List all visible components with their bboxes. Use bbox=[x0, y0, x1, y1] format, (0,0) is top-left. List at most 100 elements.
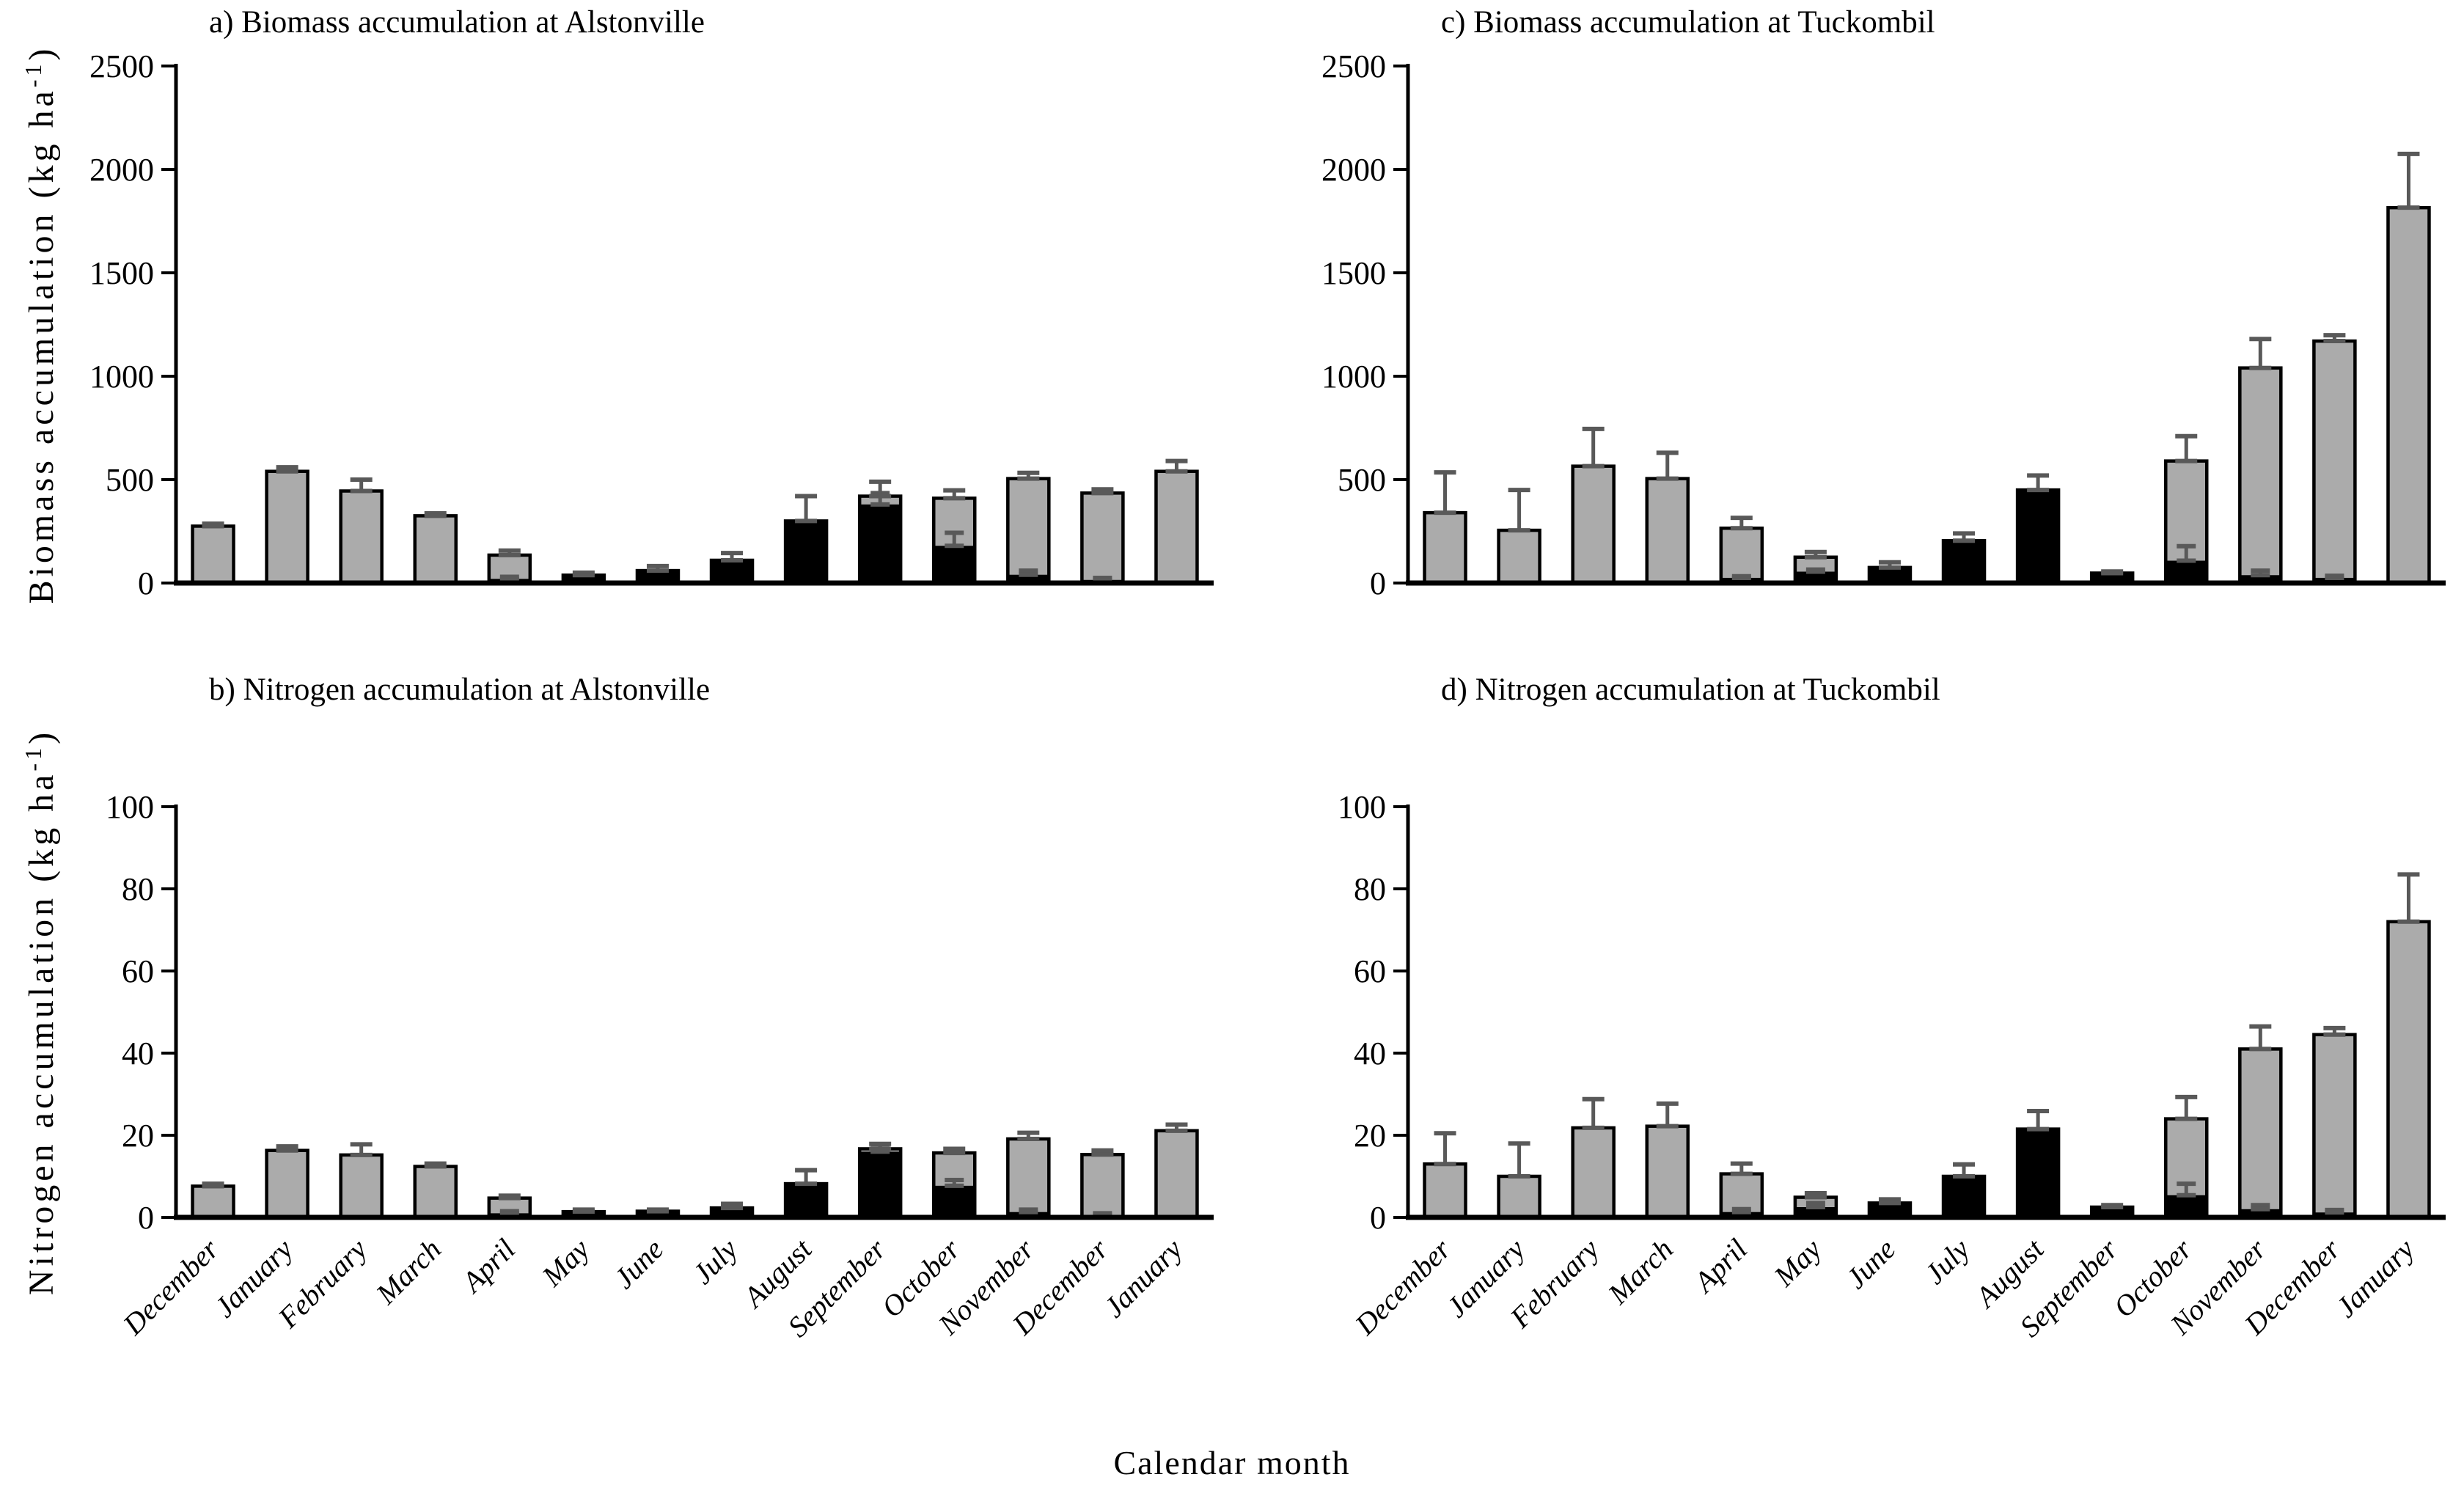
black-segment bbox=[637, 1211, 678, 1217]
x-tick-label: December bbox=[1348, 1232, 1457, 1341]
bar-march-3 bbox=[413, 510, 458, 585]
y-tick-label: 0 bbox=[1370, 1200, 1386, 1236]
grey-segment bbox=[1082, 493, 1123, 583]
black-segment bbox=[1720, 577, 1762, 583]
panel-d-nitrogen-tuckombil: d) Nitrogen accumulation at Tuckombil 0 20… bbox=[1338, 672, 2446, 1344]
x-tick-label: March bbox=[1601, 1233, 1679, 1311]
black-segment bbox=[785, 1184, 827, 1217]
y-tick-label: 1500 bbox=[89, 255, 154, 291]
grey-segment bbox=[192, 526, 234, 583]
grey-segment bbox=[1720, 528, 1762, 583]
grey-segment bbox=[2314, 341, 2355, 583]
grey-segment bbox=[1156, 1130, 1198, 1217]
y-tick-label: 100 bbox=[1338, 789, 1386, 825]
bar-august-8 bbox=[2015, 473, 2061, 585]
panel-title: b) Nitrogen accumulation at Alstonville bbox=[209, 672, 710, 707]
black-segment bbox=[1869, 1203, 1910, 1217]
bar-october-10 bbox=[2164, 433, 2209, 585]
black-segment bbox=[1008, 574, 1049, 583]
bar-december-12 bbox=[1080, 487, 1125, 585]
bar-october-10 bbox=[2164, 1094, 2209, 1220]
bar-december-0 bbox=[191, 521, 235, 585]
y-tick-label: 1500 bbox=[1321, 255, 1386, 291]
grey-segment bbox=[2388, 208, 2430, 583]
y-axis-title: Nitrogen accumulation (kg ha-1) bbox=[20, 729, 61, 1295]
grey-segment bbox=[2240, 367, 2281, 583]
x-tick-label: July bbox=[1918, 1232, 1976, 1290]
bar-january-13 bbox=[1154, 458, 1199, 585]
black-segment bbox=[2240, 1209, 2281, 1217]
grey-segment bbox=[414, 516, 456, 583]
y-tick-label: 100 bbox=[106, 789, 154, 825]
bar-june-6 bbox=[635, 1207, 681, 1220]
bar-december-0 bbox=[1423, 470, 1467, 585]
x-tick-label: December bbox=[116, 1232, 225, 1341]
bar-april-4 bbox=[487, 1193, 532, 1220]
black-segment bbox=[859, 504, 901, 583]
grey-segment bbox=[1156, 471, 1198, 583]
bar-july-7 bbox=[1941, 1162, 1987, 1220]
bar-december-12 bbox=[1080, 1148, 1125, 1220]
bar-december-12 bbox=[2312, 333, 2357, 585]
x-axis-label-row: Calendar month bbox=[0, 1426, 2464, 1499]
grey-segment bbox=[266, 471, 308, 583]
y-tick-label: 1000 bbox=[1321, 359, 1386, 395]
x-tick-label: January bbox=[2329, 1232, 2421, 1324]
black-segment bbox=[1720, 1212, 1762, 1217]
y-tick-label: 40 bbox=[1354, 1036, 1386, 1071]
bar-january-13 bbox=[2386, 872, 2431, 1220]
bar-december-12 bbox=[2312, 1025, 2357, 1220]
bar-september-9 bbox=[857, 479, 903, 585]
grey-segment bbox=[1082, 1154, 1123, 1217]
bar-august-8 bbox=[783, 494, 829, 585]
x-tick-label: January bbox=[1097, 1232, 1189, 1324]
panel-title: c) Biomass accumulation at Tuckombil bbox=[1441, 5, 1935, 40]
black-segment bbox=[859, 1151, 901, 1217]
grey-segment bbox=[192, 1186, 234, 1217]
bar-april-4 bbox=[1719, 1161, 1764, 1220]
y-tick-label: 60 bbox=[1354, 953, 1386, 989]
bar-july-7 bbox=[709, 551, 755, 585]
black-segment bbox=[2240, 575, 2281, 583]
bar-january-1 bbox=[265, 1144, 309, 1220]
y-tick-label: 2000 bbox=[1321, 152, 1386, 188]
y-tick-label: 2500 bbox=[1321, 48, 1386, 84]
bar-february-2 bbox=[339, 477, 384, 585]
bar-march-3 bbox=[1645, 450, 1690, 585]
bar-december-0 bbox=[1423, 1131, 1467, 1220]
black-segment bbox=[562, 575, 604, 583]
y-tick-label: 2000 bbox=[89, 152, 154, 188]
y-tick-label: 0 bbox=[138, 565, 154, 601]
black-segment bbox=[562, 1212, 604, 1217]
y-tick-label: 80 bbox=[122, 871, 154, 907]
black-segment bbox=[1943, 1176, 1985, 1217]
grey-segment bbox=[414, 1166, 456, 1217]
panel-a-biomass-alstonville: a) Biomass accumulation at Alstonville Bi… bbox=[20, 5, 1214, 604]
black-segment bbox=[2166, 560, 2207, 583]
bar-january-1 bbox=[265, 465, 309, 585]
grey-segment bbox=[1424, 513, 1466, 583]
grey-segment bbox=[1572, 466, 1614, 583]
x-tick-label: June bbox=[1839, 1233, 1902, 1295]
y-tick-label: 20 bbox=[122, 1118, 154, 1154]
y-tick-label: 1000 bbox=[89, 359, 154, 395]
black-segment bbox=[711, 560, 753, 583]
panel-b-nitrogen-alstonville: b) Nitrogen accumulation at Alstonville N… bbox=[20, 672, 1214, 1344]
bar-october-10 bbox=[932, 1146, 977, 1220]
bar-april-4 bbox=[1719, 516, 1764, 585]
black-segment bbox=[1794, 571, 1836, 583]
y-tick-label: 500 bbox=[106, 462, 154, 498]
grey-segment bbox=[266, 1150, 308, 1217]
bar-may-5 bbox=[1793, 549, 1838, 585]
y-tick-label: 0 bbox=[1370, 565, 1386, 601]
black-segment bbox=[2017, 490, 2059, 583]
black-segment bbox=[1869, 567, 1910, 583]
bar-june-6 bbox=[1867, 560, 1913, 585]
bar-september-9 bbox=[857, 1141, 903, 1220]
y-tick-label: 60 bbox=[122, 953, 154, 989]
bar-october-10 bbox=[932, 488, 977, 585]
grey-segment bbox=[1498, 1176, 1540, 1217]
black-segment bbox=[934, 546, 975, 583]
bar-august-8 bbox=[783, 1168, 829, 1220]
black-segment bbox=[934, 1185, 975, 1217]
